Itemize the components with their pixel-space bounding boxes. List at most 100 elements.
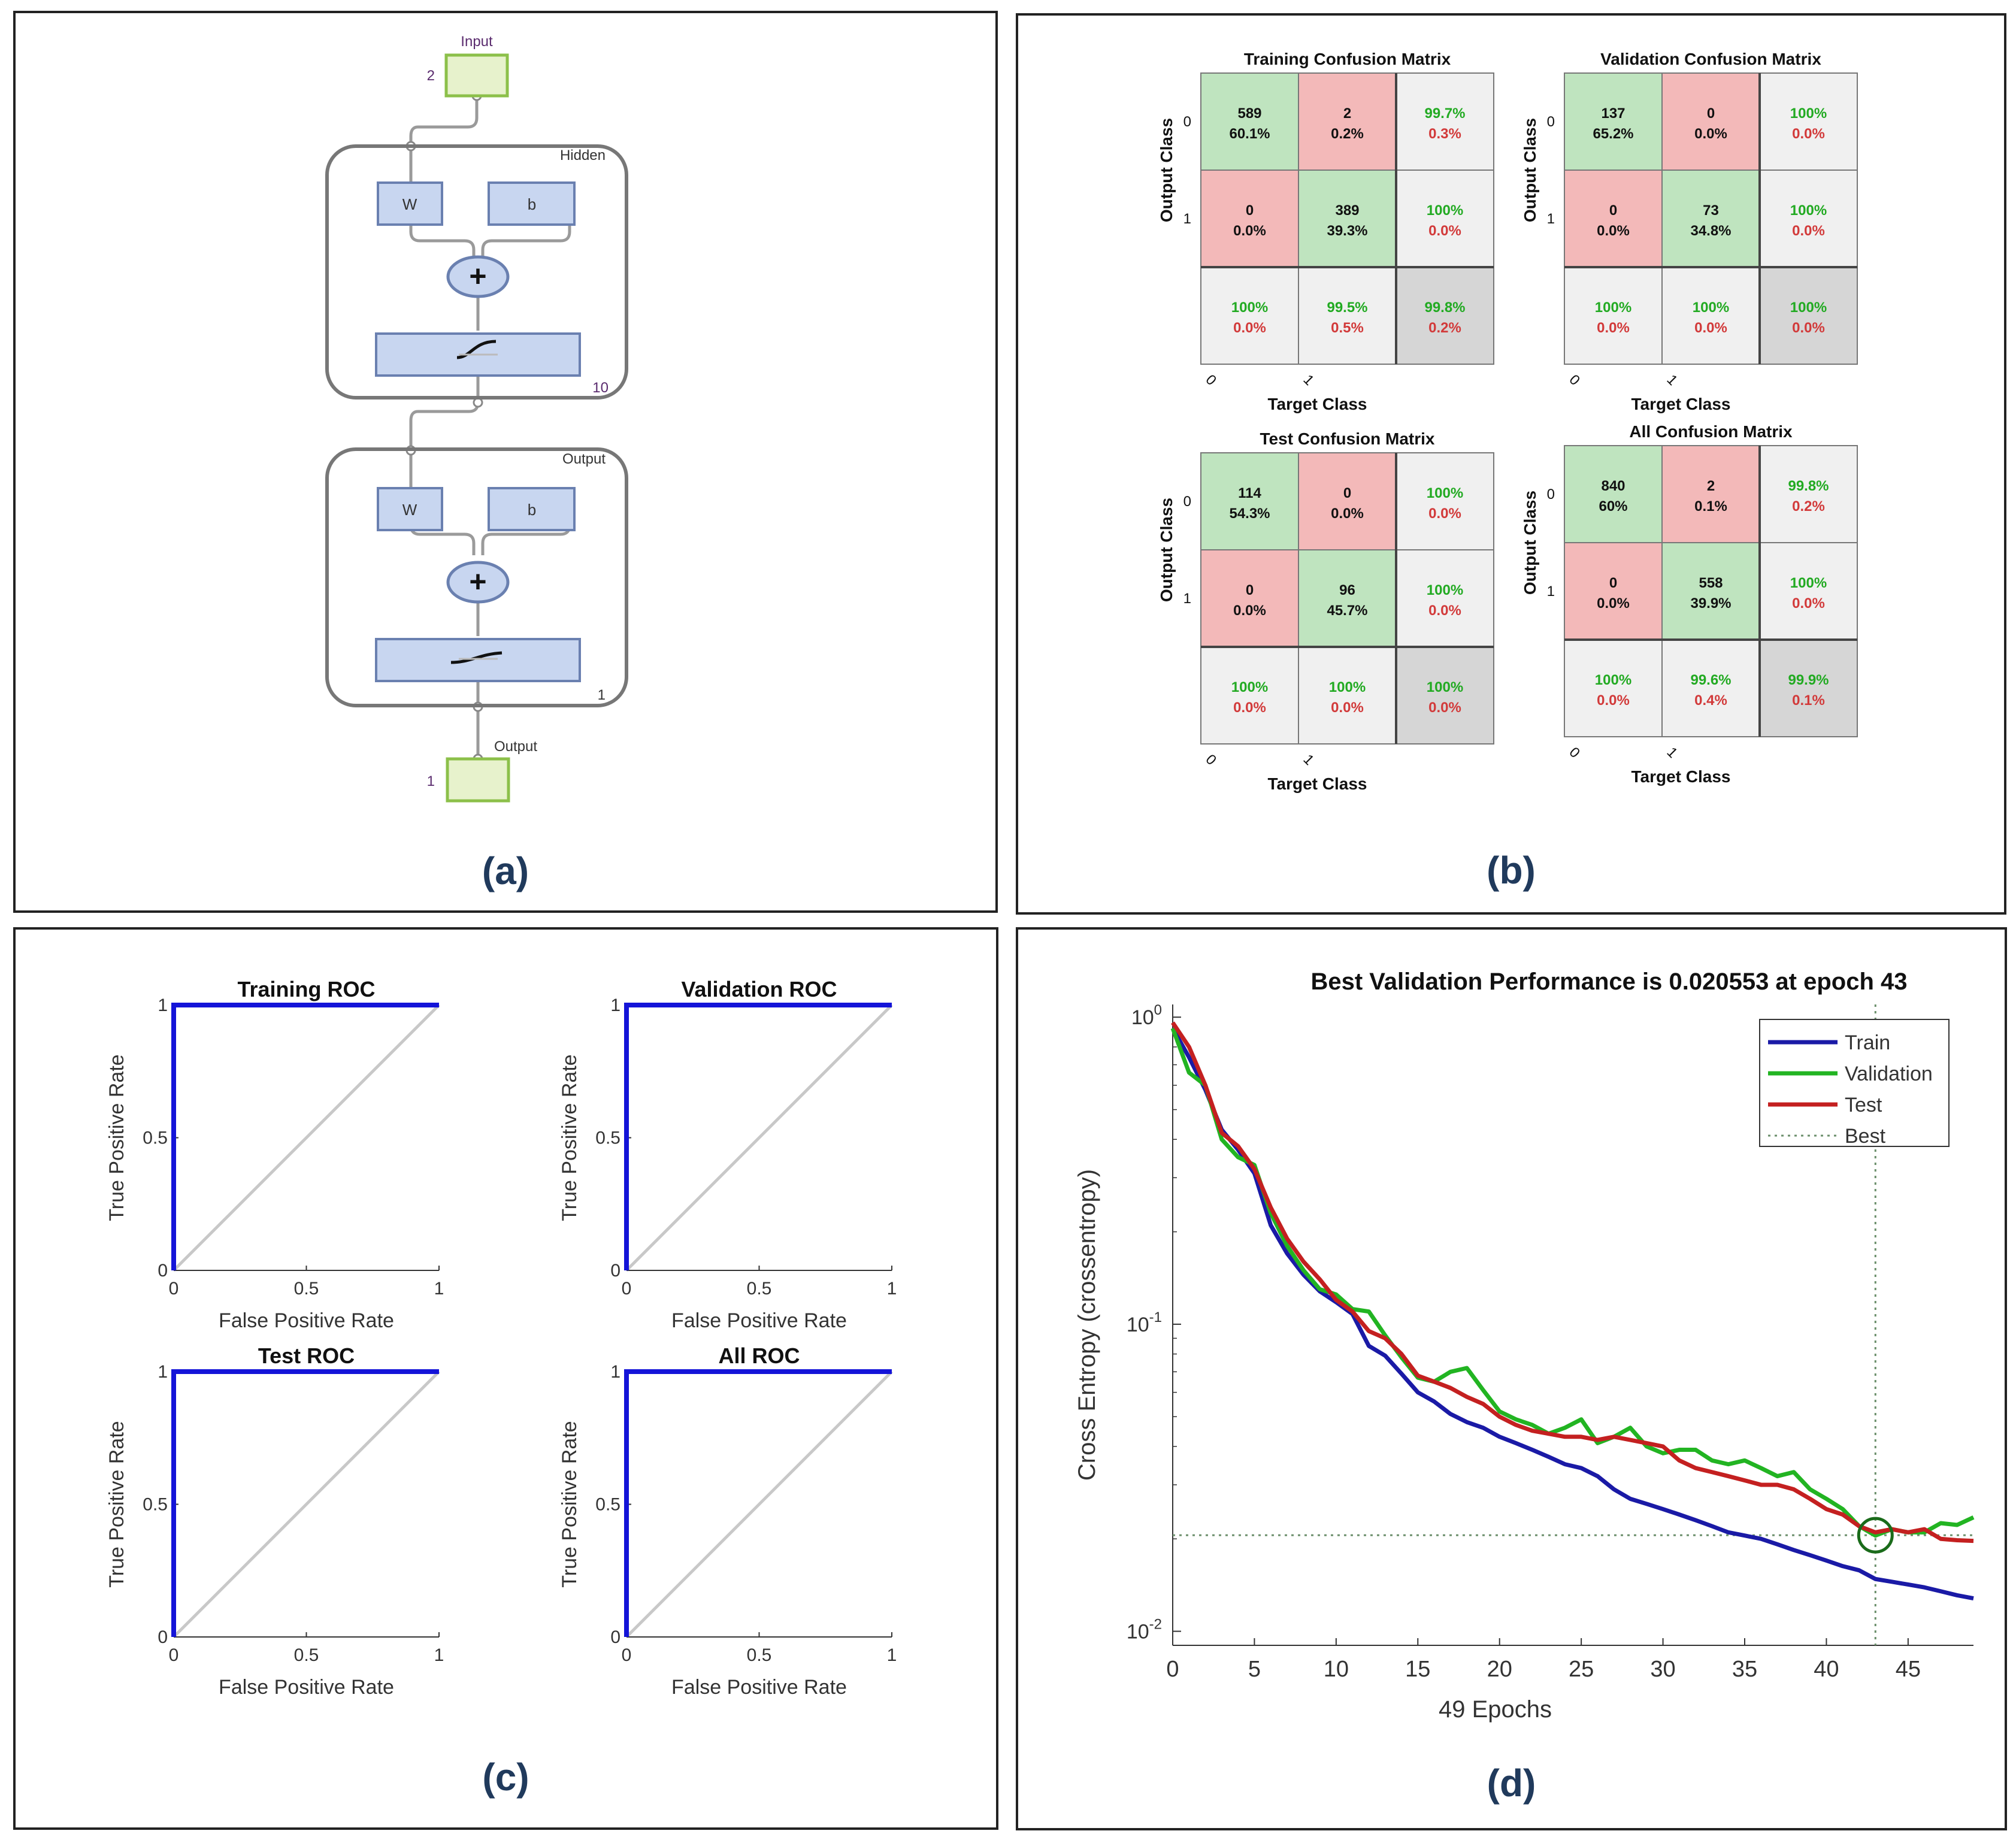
output-layer-box <box>325 447 628 707</box>
matrix-cell <box>1759 170 1858 268</box>
x-axis-label: False Positive Rate <box>671 1676 847 1699</box>
cell-count: 137 <box>1601 105 1625 122</box>
output-layer-size: 1 <box>598 687 606 703</box>
cell-percent: 0.2% <box>1428 320 1461 336</box>
panel-d: Best Validation Performance is 0.020553 … <box>1016 927 2007 1830</box>
matrix-cell <box>1564 170 1663 268</box>
panel-d-label: (d) <box>1487 1762 1536 1805</box>
x-axis-label: False Positive Rate <box>219 1676 394 1699</box>
cell-count: 0 <box>1609 202 1617 219</box>
roc-curve <box>624 1369 892 1637</box>
y-tick-label: 1 <box>158 1362 168 1382</box>
row-tick: 1 <box>1547 583 1555 600</box>
matrix-cell <box>1200 267 1299 365</box>
y-axis-label: Output Class <box>1521 118 1539 222</box>
cell-percent: 0.0% <box>1428 506 1461 522</box>
col-tick: 1 <box>1300 371 1318 389</box>
x-tick-label: 30 <box>1650 1657 1675 1682</box>
panel-a: Input 2 Hidden 10 W b + Output 1 W b + O… <box>13 11 998 913</box>
y-tick-label: 1 <box>158 995 168 1015</box>
matrix-cell <box>1564 72 1663 171</box>
matrix-cell <box>1396 549 1494 647</box>
cell-count: 100% <box>1427 679 1463 695</box>
cell-count: 0 <box>1609 575 1617 591</box>
col-tick: 0 <box>1203 751 1220 768</box>
matrix-cell <box>1661 542 1760 640</box>
cell-percent: 0.0% <box>1428 700 1461 716</box>
y-tick-label: 0 <box>610 1261 620 1281</box>
row-tick: 0 <box>1183 494 1191 510</box>
x-tick-label: 1 <box>887 1645 897 1665</box>
output-layer-label: Output <box>562 451 606 467</box>
matrix-cell <box>1661 170 1760 268</box>
x-tick-label: 1 <box>434 1645 444 1665</box>
confusion-matrix: Training Confusion Matrix 589 60.1% 2 0.2% 99… <box>1157 50 1494 413</box>
roc-curve <box>171 1003 439 1270</box>
reference-line <box>172 1004 440 1272</box>
input-label: Input <box>461 34 493 50</box>
cell-count: 99.9% <box>1788 672 1829 688</box>
cell-count: 100% <box>1329 679 1366 695</box>
output-label: Output <box>494 739 537 755</box>
x-axis-label: Target Class <box>1268 395 1367 413</box>
roc-chart: Training ROC 0 0.5 1 0 0.5 1 False Positive Rat… <box>105 977 444 1332</box>
matrix-cell <box>1661 267 1760 365</box>
cell-percent: 0.0% <box>1694 320 1727 336</box>
hidden-layer-label: Hidden <box>560 147 606 164</box>
series-line <box>1170 1027 1975 1538</box>
legend-label: Validation <box>1845 1063 1933 1085</box>
matrix-cell <box>1396 646 1494 745</box>
roc-chart: Test ROC 0 0.5 1 0 0.5 1 False Positive Rate Tru… <box>105 1343 444 1699</box>
output-sum-symbol: + <box>469 565 486 598</box>
matrix-cell <box>1564 267 1663 365</box>
col-tick: 0 <box>1203 371 1220 389</box>
cell-count: 100% <box>1595 672 1631 688</box>
row-tick: 0 <box>1183 114 1191 130</box>
cell-count: 100% <box>1427 202 1463 219</box>
cell-percent: 0.0% <box>1233 603 1266 619</box>
cell-percent: 0.4% <box>1694 692 1727 709</box>
sigmoid-curve-icon <box>456 340 497 359</box>
roc-chart: Validation ROC 0 0.5 1 0 0.5 1 False Positive R… <box>558 977 897 1332</box>
y-tick-label: 100 <box>1131 1002 1162 1029</box>
roc-title: Training ROC <box>237 977 375 1001</box>
cell-percent: 60.1% <box>1229 126 1270 142</box>
x-tick-label: 0 <box>169 1279 179 1299</box>
y-tick-label: 10-2 <box>1127 1617 1162 1644</box>
matrix-cell <box>1396 452 1494 550</box>
reference-line <box>625 1370 893 1638</box>
network-diagram: Input 2 Hidden 10 W b + Output 1 W b + O… <box>325 34 628 803</box>
cell-count: 589 <box>1237 105 1261 122</box>
matrix-cell <box>1396 72 1494 171</box>
y-axis-label: Output Class <box>1157 118 1176 222</box>
y-axis-label: Cross Entropy (crossentropy) <box>1074 1169 1100 1481</box>
reference-line <box>172 1370 440 1638</box>
x-tick-label: 5 <box>1248 1657 1261 1682</box>
output-bias-block <box>488 487 576 531</box>
matrix-cell <box>1298 646 1397 745</box>
legend-label: Train <box>1845 1031 1890 1054</box>
cell-percent: 39.9% <box>1690 595 1731 612</box>
col-tick: 0 <box>1566 371 1584 389</box>
y-tick-label: 0 <box>158 1261 168 1281</box>
matrix-cell <box>1200 549 1299 647</box>
confusion-matrix: All Confusion Matrix 840 60% 2 0.1% 99.8% 0.2%… <box>1521 422 1858 786</box>
roc-curves: Training ROC 0 0.5 1 0 0.5 1 False Positive Rat… <box>105 977 897 1699</box>
cell-percent: 0.0% <box>1233 700 1266 716</box>
matrix-cell <box>1564 639 1663 737</box>
cell-percent: 0.2% <box>1331 126 1364 142</box>
cell-percent: 65.2% <box>1593 126 1633 142</box>
x-axis-label: Target Class <box>1631 395 1731 413</box>
panel-c-label: (c) <box>482 1756 529 1799</box>
cell-count: 114 <box>1238 485 1261 501</box>
y-tick-label: 0.5 <box>595 1495 620 1515</box>
output-block <box>446 757 510 803</box>
x-axis-label: False Positive Rate <box>671 1309 847 1332</box>
best-point-marker <box>1857 1517 1894 1554</box>
output-transfer-block <box>375 638 581 682</box>
series-line <box>1171 1021 1974 1544</box>
hidden-weight-label: W <box>402 195 417 213</box>
legend-label: Best <box>1845 1125 1886 1148</box>
cell-percent: 0.1% <box>1694 498 1727 515</box>
matrix-cell <box>1396 170 1494 268</box>
